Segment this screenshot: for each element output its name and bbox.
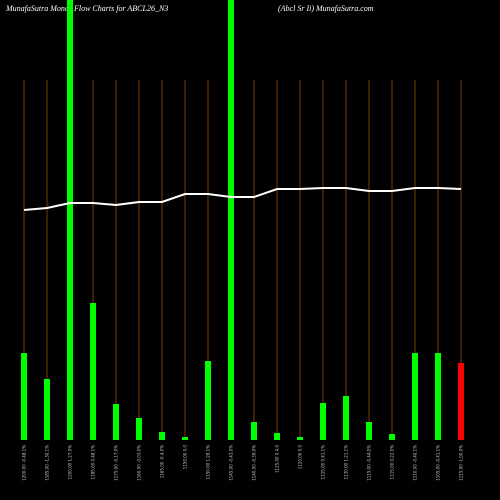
x-tick-label: 1160.00 -0.03.0% [137, 445, 142, 481]
bar [297, 437, 303, 440]
chart-title: MunafaSutra Money Flow Charts for ABCL26… [5, 4, 168, 13]
x-tick-label: 1150.00 1.28.1% [206, 445, 211, 480]
bar [21, 353, 27, 440]
x-tick-label: 1125.00 0.41.1% [321, 445, 326, 480]
x-tick-label: 1140.00 -0.39.0% [252, 445, 257, 481]
x-tick-label: 1110.00 -0.40.1% [413, 445, 418, 481]
flow-line [23, 187, 462, 211]
bar [320, 403, 326, 440]
x-tick-label: 1115.00 0.22.0% [390, 445, 395, 480]
x-tick-label: 1125.00 0.4.0 [275, 445, 280, 473]
bar [90, 303, 96, 440]
x-tick-label: 1150.00 0.0 [183, 445, 188, 470]
x-tick-label: 1120.00 0.0 [298, 445, 303, 470]
x-tick-label: 1130.00 1.21.1% [344, 445, 349, 480]
x-tick-label: 1145.00 -0.43.0% [229, 445, 234, 481]
x-tick-label: 1200.00 1.27.0% [68, 445, 73, 480]
bar [435, 353, 441, 440]
bar [113, 404, 119, 440]
bar [44, 379, 50, 440]
x-tick-label: 1175.00 -0.17.0% [114, 445, 119, 481]
bar [67, 0, 73, 440]
bar [389, 434, 395, 440]
x-tick-label: 1105.00 -0.41.1% [436, 445, 441, 481]
bar [274, 433, 280, 440]
x-tick-label: 1200.00 -0.48.1% [22, 445, 27, 481]
bar [366, 422, 372, 440]
bar [251, 422, 257, 440]
x-tick-label: 1185.00 0.48.1% [91, 445, 96, 480]
x-tick-label: 1115.00 -0.44.0% [367, 445, 372, 481]
chart-subtitle: (Abcl Sr Ii) MunafaSutra.com [278, 4, 374, 13]
bar [159, 432, 165, 440]
bar [228, 0, 234, 440]
x-tick-label: 1115.00 -1.00.0% [459, 445, 464, 481]
bar [412, 353, 418, 440]
bar [136, 418, 142, 440]
bar [343, 396, 349, 440]
bar [182, 437, 188, 440]
x-tick-label: 1165.00 -0.4.0% [160, 445, 165, 478]
bar [205, 361, 211, 440]
bar [458, 363, 464, 440]
x-tick-label: 1185.00 -1.30.1% [45, 445, 50, 481]
